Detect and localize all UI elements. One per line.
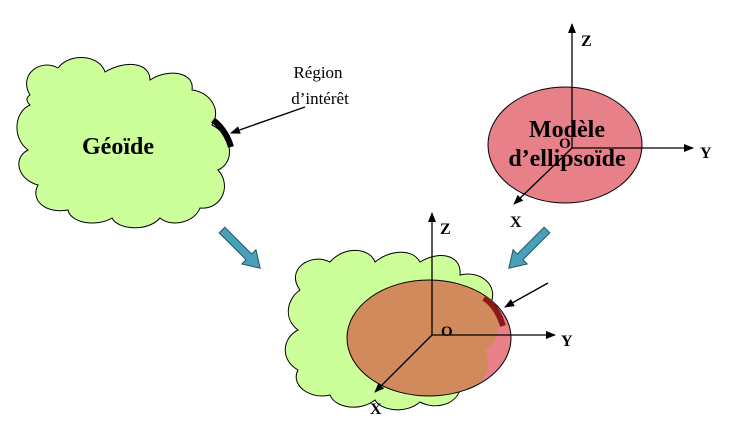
model-label-line2: d’ellipsoïde — [508, 146, 626, 172]
ellipsoid-model-shape — [487, 86, 643, 204]
arrow-model-to-combined — [508, 226, 551, 269]
combined-x-label: X — [370, 401, 382, 418]
region-label-line1: Région — [293, 63, 343, 82]
region-pointer-arrow — [230, 106, 306, 134]
combined-x-axis — [374, 334, 433, 393]
model-x-label: X — [510, 214, 522, 231]
geoid-blob — [16, 56, 230, 229]
model-label-line1: Modèle — [529, 117, 605, 143]
model-x-axis — [513, 147, 573, 205]
combined-y-label: Y — [561, 333, 573, 350]
combined-region-mark — [482, 295, 506, 327]
combined-ellipsoid-outline — [346, 279, 512, 397]
model-z-label: Z — [581, 33, 592, 50]
geoid-label: Géoïde — [82, 134, 154, 160]
combined-z-label: Z — [440, 221, 451, 238]
model-origin-label: O — [559, 136, 571, 152]
arrow-geoid-to-combined — [218, 226, 261, 269]
region-label-line2: d’intérêt — [291, 89, 349, 108]
model-y-label: Y — [700, 145, 712, 162]
combined-region-pointer — [504, 282, 549, 308]
combined-origin-label: O — [441, 324, 453, 340]
region-of-interest-mark — [211, 117, 234, 148]
